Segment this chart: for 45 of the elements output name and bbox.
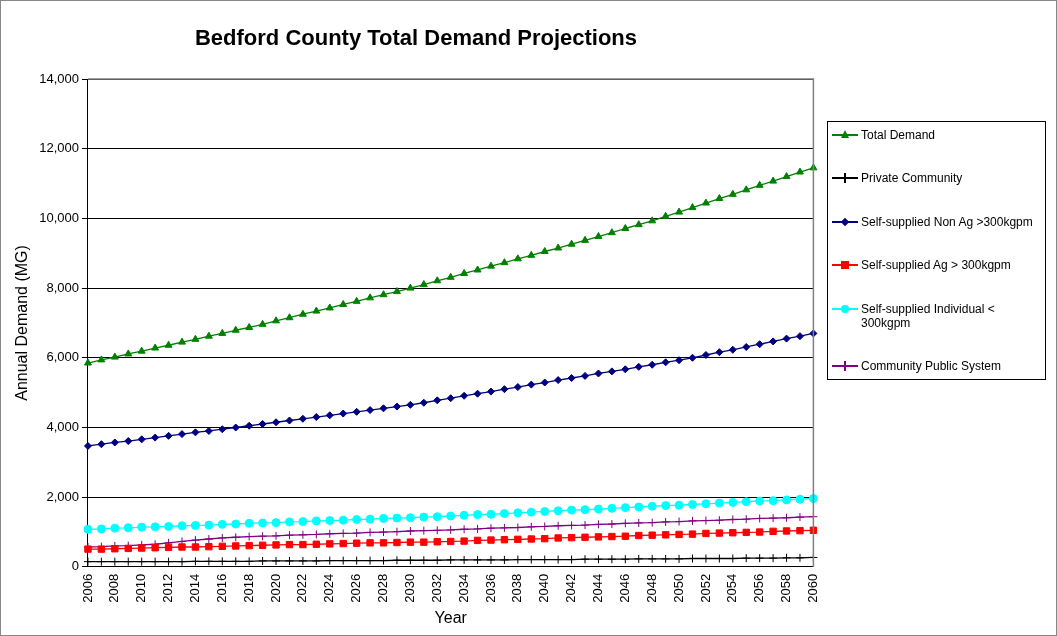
x-tick-label: 2006 bbox=[79, 573, 95, 603]
x-tick-label: 2054 bbox=[724, 573, 740, 603]
y-tick-label: 6,000 bbox=[46, 349, 79, 365]
x-tick-label: 2038 bbox=[509, 573, 525, 603]
x-tick-label: 2028 bbox=[375, 573, 391, 603]
y-tick-label: 2,000 bbox=[46, 488, 79, 504]
x-tick-label: 2040 bbox=[536, 573, 552, 603]
x-tick-label: 2018 bbox=[240, 573, 256, 603]
x-tick-label: 2060 bbox=[804, 573, 820, 603]
x-tick-label: 2012 bbox=[160, 573, 176, 603]
x-tick-label: 2026 bbox=[348, 573, 364, 603]
x-tick-label: 2014 bbox=[187, 573, 203, 603]
legend-label: Self-supplied Individual < 300kgpm bbox=[861, 301, 996, 330]
x-tick-label: 2020 bbox=[267, 573, 283, 603]
x-tick-label: 2048 bbox=[643, 573, 659, 603]
y-tick-label: 10,000 bbox=[39, 209, 79, 225]
legend-label: Self-supplied Non Ag >300kgpm bbox=[861, 214, 1033, 229]
x-tick-label: 2032 bbox=[428, 573, 444, 603]
x-tick-label: 2058 bbox=[778, 573, 794, 603]
x-tick-label: 2044 bbox=[590, 573, 606, 603]
x-tick-label: 2036 bbox=[482, 573, 498, 603]
y-tick-label: 12,000 bbox=[39, 140, 79, 156]
x-tick-label: 2010 bbox=[133, 573, 149, 603]
y-axis-title: Annual Demand (MG) bbox=[13, 245, 31, 401]
x-axis-title: Year bbox=[434, 608, 468, 626]
legend-label: Community Public System bbox=[861, 358, 1002, 373]
x-tick-label: 2056 bbox=[751, 573, 767, 603]
y-tick-label: 14,000 bbox=[39, 70, 79, 86]
legend-label: Self-supplied Ag > 300kgpm bbox=[861, 258, 1011, 273]
legend-label: Private Community bbox=[861, 171, 963, 186]
x-tick-label: 2008 bbox=[106, 573, 122, 603]
y-tick-label: 4,000 bbox=[46, 419, 79, 435]
x-tick-label: 2016 bbox=[213, 573, 229, 603]
chart-title: Bedford County Total Demand Projections bbox=[193, 25, 639, 51]
x-tick-label: 2034 bbox=[455, 573, 471, 603]
x-tick-label: 2050 bbox=[670, 573, 686, 603]
x-tick-label: 2046 bbox=[616, 573, 632, 603]
x-tick-label: 2024 bbox=[321, 573, 337, 603]
x-tick-label: 2042 bbox=[563, 573, 579, 603]
x-tick-label: 2030 bbox=[401, 573, 417, 603]
legend-label: Total Demand bbox=[861, 128, 936, 142]
y-tick-label: 8,000 bbox=[46, 279, 79, 295]
y-tick-label: 0 bbox=[71, 558, 79, 574]
x-tick-label: 2052 bbox=[697, 573, 713, 603]
x-tick-label: 2022 bbox=[294, 573, 310, 603]
